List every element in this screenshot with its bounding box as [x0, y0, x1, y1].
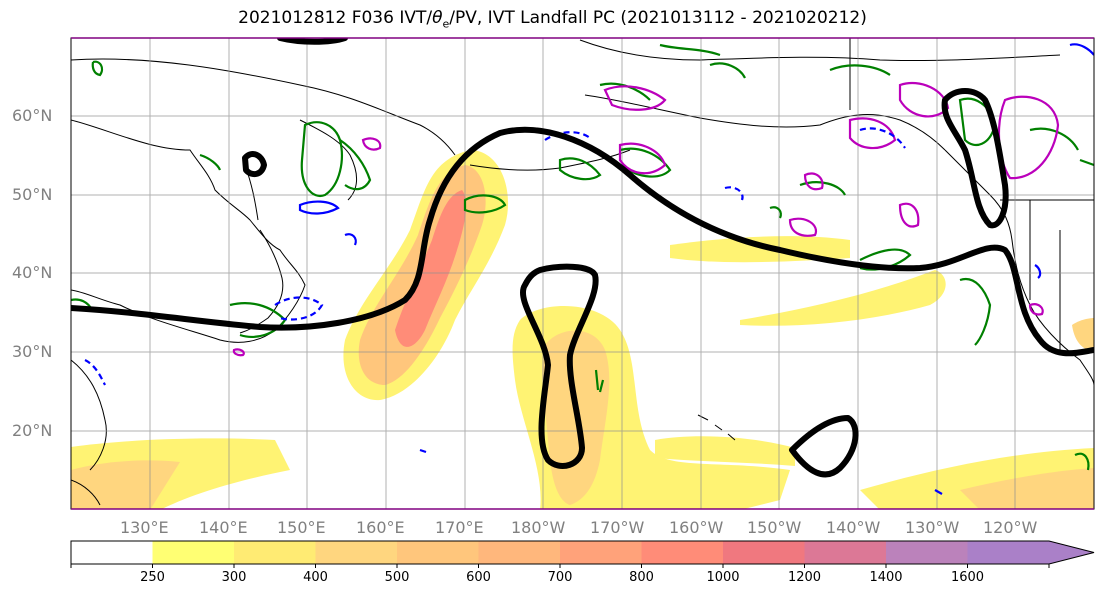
north-coast	[579, 39, 1061, 62]
alaska	[584, 94, 946, 151]
colorbar-segment	[886, 541, 968, 564]
lat-label-30n: 30°N	[12, 342, 53, 361]
lat-label-60n: 60°N	[12, 106, 53, 125]
lon-label-170e: 170°E	[435, 518, 484, 537]
lon-label-140e: 140°E	[199, 518, 248, 537]
lon-label-140w: 140°W	[826, 518, 881, 537]
colorbar-tick-label: 500	[384, 570, 410, 585]
colorbar-segment	[397, 541, 479, 564]
ivt-band-east-4-core	[960, 468, 1094, 509]
colorbar-tick-label: 1000	[706, 570, 740, 585]
asia-coast	[71, 119, 306, 343]
lat-label-20n: 20°N	[12, 421, 53, 440]
pc-loop-west	[242, 151, 267, 178]
pc-main-contour	[71, 126, 1094, 357]
hawaii	[697, 414, 736, 441]
pv-negative-contours	[84, 43, 1094, 495]
colorbar-outline	[70, 540, 1095, 565]
ivt-coast-blob	[1072, 318, 1094, 352]
lon-label-160w: 160°W	[669, 518, 724, 537]
colorbar-tick-label: 800	[629, 570, 654, 585]
canada-coast	[944, 149, 1094, 386]
colorbar-segment	[804, 541, 887, 564]
philippines	[71, 479, 101, 506]
colorbar-tick-label: 1400	[869, 570, 903, 585]
colorbar-tick-label: 700	[547, 570, 573, 585]
pc-loop-northeast	[941, 88, 1009, 229]
colorbar-extend-arrow	[967, 541, 1094, 564]
colorbar-segment	[560, 541, 642, 564]
korea-china	[71, 359, 107, 471]
ivt-band-east-2	[740, 270, 946, 326]
theta-e-contours	[71, 43, 1094, 471]
colorbar-tick-label: 1600	[950, 570, 985, 585]
lon-label-120w: 120°W	[983, 518, 1038, 537]
ivt-pc-contours	[71, 38, 1094, 478]
colorbar-tick-label: 300	[221, 570, 247, 585]
colorbar-tick-label: 400	[303, 570, 328, 585]
colorbar-segment	[71, 541, 153, 564]
lon-label-150e: 150°E	[277, 518, 326, 537]
lon-label-180w: 180°W	[511, 518, 566, 537]
japan	[239, 229, 284, 334]
colorbar-tick-label: 1200	[787, 570, 822, 585]
lon-label-130e: 130°E	[120, 518, 169, 537]
pc-top-edge	[277, 38, 348, 45]
colorbar-segment	[234, 541, 316, 564]
pc-loop-east	[789, 415, 859, 478]
lat-label-50n: 50°N	[12, 185, 53, 204]
ivt-band-east-3	[655, 436, 795, 466]
ivt-ar-core	[395, 190, 467, 347]
figure-title: 2021012812 F036 IVT/θe/PV, IVT Landfall …	[238, 8, 867, 31]
pc-loop-central	[520, 263, 599, 469]
colorbar-segment	[315, 541, 398, 564]
colorbar-tick-label: 600	[466, 570, 491, 585]
colorbar-segment	[641, 541, 724, 564]
lon-label-150w: 150°W	[747, 518, 802, 537]
colorbar-segment	[478, 541, 561, 564]
colorbar-segment	[723, 541, 805, 564]
map-panel	[71, 38, 1094, 509]
lat-label-40n: 40°N	[12, 263, 53, 282]
siberia-north	[71, 58, 456, 156]
colorbar-segment	[152, 541, 235, 564]
colorbar	[70, 540, 1095, 568]
lon-label-160e: 160°E	[356, 518, 405, 537]
ivt-swath-tropics-west-core	[71, 460, 180, 509]
colorbar-tick-label: 250	[140, 570, 165, 585]
lon-label-130w: 130°W	[905, 518, 960, 537]
lon-label-170w: 170°W	[590, 518, 645, 537]
